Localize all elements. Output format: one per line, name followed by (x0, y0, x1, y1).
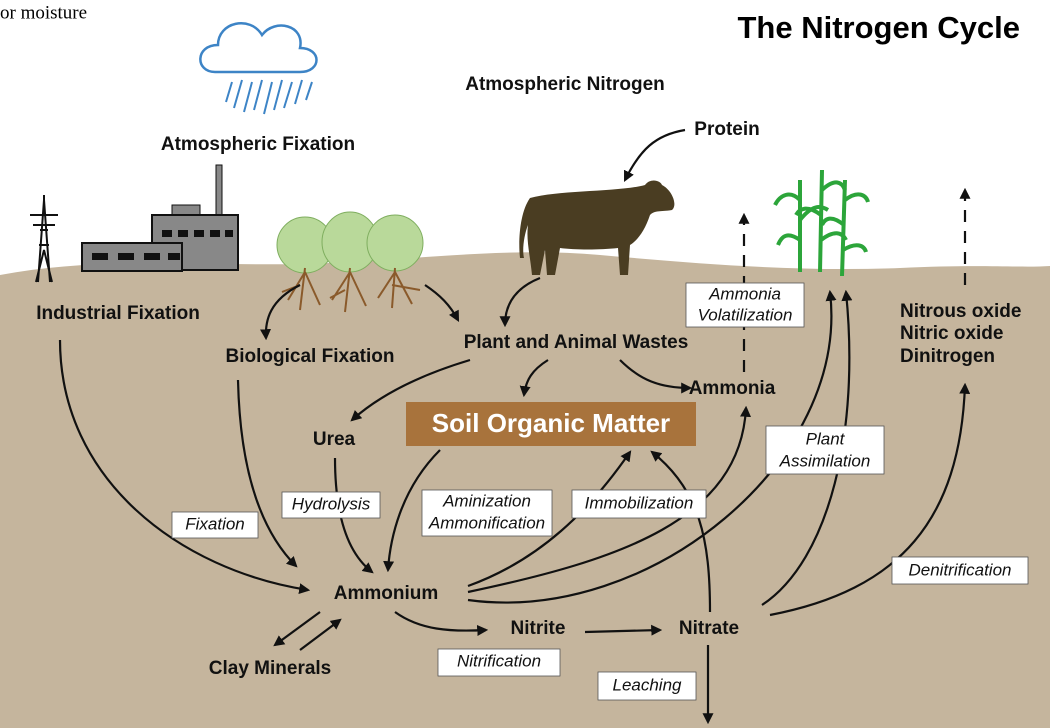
process-label: Ammonia (708, 284, 781, 303)
pool-label: Nitrate (679, 618, 739, 639)
process-box (685, 282, 805, 328)
rain-cloud (199, 22, 318, 115)
process-label: Hydrolysis (292, 494, 371, 513)
factory (81, 164, 239, 272)
process-box (437, 648, 561, 677)
process-label: Ammonification (428, 513, 545, 532)
flow-arrows (58, 128, 971, 725)
pool-label: Plant and Animal Wastes (464, 332, 689, 353)
process-box (421, 489, 553, 537)
caption-fragment: or moisture (0, 2, 87, 23)
pool-label: Clay Minerals (209, 658, 332, 679)
pool-label: Industrial Fixation (36, 303, 200, 324)
pool-label: Urea (313, 429, 356, 450)
process-label: Immobilization (585, 493, 694, 512)
corn-plants (773, 169, 870, 277)
process-label: Aminization (442, 491, 531, 510)
title: The Nitrogen Cycle (738, 10, 1021, 45)
process-box (765, 425, 885, 475)
pool-label: Atmospheric Fixation (161, 134, 355, 155)
legume-plants (276, 211, 424, 313)
process-label: Denitrification (909, 560, 1012, 579)
process-box (281, 491, 381, 519)
process-label: Assimilation (779, 451, 871, 470)
power-tower (30, 195, 58, 283)
pool-label: Nitrous oxide (900, 301, 1021, 322)
som-box (406, 402, 696, 446)
process-label: Fixation (185, 514, 245, 533)
pool-label: Biological Fixation (226, 346, 395, 367)
pool-label: Dinitrogen (900, 346, 995, 367)
process-box (597, 671, 697, 701)
process-box (171, 511, 259, 539)
process-box (571, 489, 707, 519)
process-label: Leaching (612, 675, 682, 694)
cow (519, 180, 675, 275)
process-label: Plant (806, 429, 846, 448)
pool-label: Soil Organic Matter (432, 408, 670, 438)
pool-label: Atmospheric Nitrogen (465, 74, 665, 95)
pool-label: Nitrite (511, 618, 566, 639)
pool-label: Protein (694, 119, 759, 140)
pool-label: Nitric oxide (900, 323, 1003, 344)
pool-label: Ammonia (689, 378, 776, 399)
pool-label: Ammonium (334, 583, 439, 604)
process-label: Volatilization (698, 305, 793, 324)
process-box (891, 556, 1029, 585)
process-label: Nitrification (457, 651, 541, 670)
